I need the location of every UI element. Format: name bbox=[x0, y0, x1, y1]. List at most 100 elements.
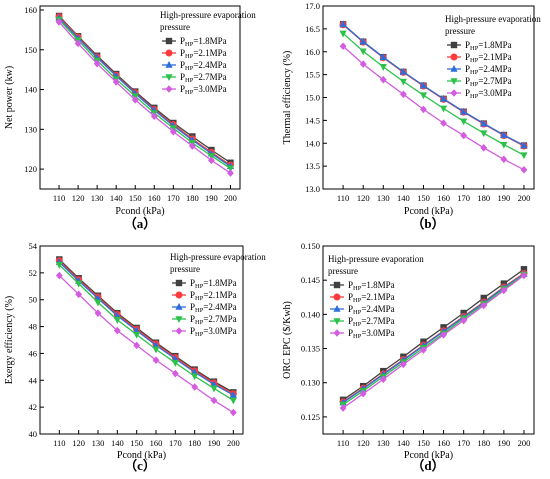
x-tick-label: 160 bbox=[150, 438, 163, 448]
y-tick-label: 52 bbox=[29, 268, 38, 278]
x-tick-label: 200 bbox=[224, 193, 237, 203]
series-line bbox=[58, 19, 231, 169]
data-point bbox=[94, 309, 102, 317]
legend-entry: PHP=2.4MPa bbox=[330, 304, 395, 316]
y-tick-label: 0.145 bbox=[301, 275, 320, 285]
data-point bbox=[133, 326, 141, 334]
data-point bbox=[420, 105, 427, 114]
data-point bbox=[520, 165, 528, 174]
series-line bbox=[58, 17, 231, 167]
x-tick-label: 160 bbox=[148, 193, 161, 203]
legend-marker bbox=[165, 49, 173, 57]
y-tick-label: 13.5 bbox=[305, 161, 320, 171]
legend-marker bbox=[175, 279, 183, 287]
data-point bbox=[339, 404, 347, 412]
data-point bbox=[74, 39, 82, 48]
legend-entry: PHP=3.0MPa bbox=[162, 84, 227, 96]
data-point bbox=[208, 156, 215, 165]
chart-panel-a: 110 120 130 140 150 160 170 180 190 200 120 130 140 1… bbox=[4, 5, 256, 231]
legend-title: High-pressure evaporation bbox=[328, 254, 424, 264]
data-point bbox=[150, 112, 158, 120]
legend-entry: PHP=2.7MPa bbox=[447, 76, 512, 88]
data-point bbox=[229, 397, 237, 405]
data-point bbox=[359, 37, 367, 45]
legend-marker bbox=[450, 65, 458, 72]
y-tick-label: 0.150 bbox=[301, 241, 320, 251]
legend-marker bbox=[175, 303, 183, 310]
data-point bbox=[520, 271, 528, 280]
x-tick-label: 130 bbox=[92, 438, 105, 448]
legend-marker bbox=[450, 78, 458, 85]
x-tick-label: 160 bbox=[437, 193, 450, 203]
x-tick-label: 190 bbox=[497, 193, 510, 203]
legend-label: PHP=3.0MPa bbox=[190, 326, 237, 338]
y-tick-label: 40 bbox=[29, 429, 38, 439]
panel-label: （b） bbox=[411, 216, 444, 231]
legend-title: pressure bbox=[445, 26, 475, 36]
y-tick-label: 0.125 bbox=[301, 412, 320, 422]
legend-entry: PHP=1.8MPa bbox=[330, 280, 395, 292]
x-tick-label: 130 bbox=[377, 193, 390, 203]
chart-panel-d: 110 120 130 140 150 160 170 180 190 200 0.125 0.130… bbox=[282, 241, 535, 473]
legend-label: PHP=2.4MPa bbox=[348, 304, 395, 316]
legend-label: PHP=3.0MPa bbox=[348, 328, 395, 340]
legend: High-pressure evaporation pressure PHP=1.8… bbox=[328, 254, 424, 340]
data-point bbox=[480, 294, 487, 302]
series-5 bbox=[55, 18, 234, 177]
x-tick-label: 140 bbox=[111, 438, 124, 448]
series-line bbox=[342, 268, 525, 401]
data-point bbox=[460, 118, 468, 126]
legend-label: PHP=2.7MPa bbox=[180, 72, 227, 84]
legend-entry: PHP=3.0MPa bbox=[330, 328, 395, 340]
legend-entry: PHP=2.4MPa bbox=[447, 64, 512, 76]
legend-marker bbox=[333, 305, 341, 312]
data-point bbox=[191, 383, 199, 391]
y-tick-label: 46 bbox=[29, 348, 38, 358]
data-point bbox=[94, 294, 102, 302]
panel-label: （c） bbox=[124, 458, 156, 473]
data-point bbox=[520, 152, 528, 160]
legend: High-pressure evaporation pressure PHP=1.8… bbox=[170, 252, 266, 338]
x-tick-label: 150 bbox=[417, 438, 430, 448]
data-point bbox=[399, 90, 407, 99]
data-point bbox=[339, 30, 347, 38]
series-5 bbox=[339, 271, 528, 412]
data-point bbox=[75, 290, 83, 299]
legend-entry: PHP=1.8MPa bbox=[447, 40, 512, 52]
panel-label: （a） bbox=[124, 216, 157, 231]
x-tick-label: 140 bbox=[397, 438, 410, 448]
x-tick-label: 160 bbox=[437, 438, 450, 448]
legend-entry: PHP=2.7MPa bbox=[330, 316, 395, 328]
x-tick-label: 140 bbox=[110, 193, 123, 203]
series-4 bbox=[55, 262, 237, 405]
data-point bbox=[419, 92, 428, 100]
series-line bbox=[342, 274, 525, 409]
legend-label: PHP=2.7MPa bbox=[465, 76, 512, 88]
data-point bbox=[229, 391, 237, 398]
legend-title: pressure bbox=[160, 22, 190, 32]
data-point bbox=[210, 385, 218, 393]
y-tick-label: 16.0 bbox=[305, 47, 320, 57]
legend-entry: PHP=2.4MPa bbox=[172, 302, 237, 314]
y-tick-label: 13.0 bbox=[305, 184, 320, 194]
y-tick-label: 14.5 bbox=[305, 115, 320, 125]
legend-entry: PHP=1.8MPa bbox=[162, 36, 227, 48]
data-point bbox=[500, 131, 508, 138]
legend-marker bbox=[165, 74, 173, 81]
legend-marker bbox=[333, 293, 341, 301]
data-point bbox=[460, 131, 468, 140]
series-5 bbox=[339, 42, 528, 174]
data-point bbox=[359, 48, 367, 56]
y-tick-label: 140 bbox=[24, 85, 37, 95]
legend-title: pressure bbox=[328, 266, 358, 276]
y-tick-label: 54 bbox=[29, 241, 38, 251]
legend-entry: PHP=3.0MPa bbox=[172, 326, 237, 338]
y-tick-label: 150 bbox=[24, 45, 37, 55]
legend-marker bbox=[450, 89, 458, 97]
legend-marker bbox=[175, 327, 183, 335]
legend-entry: PHP=2.1MPa bbox=[447, 52, 512, 64]
x-tick-label: 180 bbox=[188, 438, 201, 448]
series-line bbox=[342, 273, 525, 404]
legend-title: High-pressure evaporation bbox=[170, 252, 266, 262]
legend-label: PHP=3.0MPa bbox=[465, 88, 512, 100]
